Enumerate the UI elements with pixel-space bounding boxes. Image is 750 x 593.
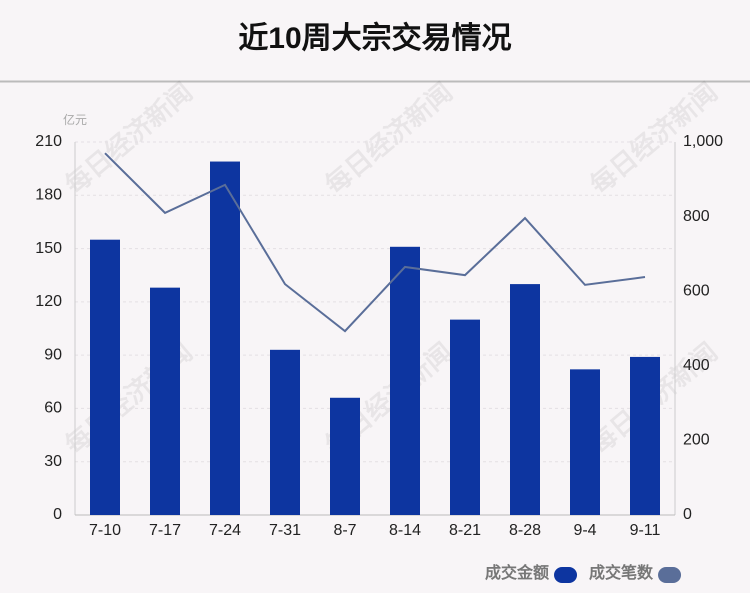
bar	[570, 369, 600, 515]
bar	[330, 397, 360, 515]
bar	[90, 239, 120, 515]
line	[104, 152, 646, 333]
bar	[150, 287, 180, 515]
y2-tick-label: 1,000	[683, 133, 723, 150]
chart-title: 近10周大宗交易情况	[238, 21, 511, 55]
y2-tick-label: 800	[683, 208, 710, 225]
legend-label: 成交笔数	[589, 563, 654, 582]
y-tick-label: 60	[44, 400, 62, 417]
y-tick-label: 120	[35, 293, 62, 310]
bar	[630, 356, 660, 515]
legend-swatch	[658, 567, 682, 583]
bar	[450, 319, 480, 515]
y-tick-label: 180	[35, 187, 62, 204]
y-tick-label: 150	[35, 240, 62, 257]
bar	[210, 161, 240, 516]
legend-label: 成交金额	[485, 563, 549, 582]
x-tick-label: 7-24	[209, 522, 241, 539]
y-tick-label: 210	[35, 133, 62, 150]
x-tick-label: 8-14	[389, 522, 421, 539]
x-tick-label: 8-7	[333, 522, 356, 539]
x-tick-label: 8-28	[509, 522, 541, 539]
y2-tick-label: 200	[683, 432, 710, 449]
y-tick-label: 0	[53, 506, 62, 523]
x-tick-label: 9-11	[630, 522, 661, 539]
x-tick-label: 7-10	[89, 522, 121, 539]
bar	[270, 349, 300, 515]
x-tick-label: 7-17	[149, 522, 181, 539]
y-unit: 亿元	[63, 112, 87, 127]
y-tick-label: 90	[44, 346, 62, 363]
y2-tick-label: 0	[683, 506, 692, 523]
x-tick-label: 9-4	[573, 522, 596, 539]
x-tick-label: 7-31	[269, 522, 301, 539]
y-tick-label: 30	[44, 453, 62, 470]
y2-tick-label: 400	[683, 357, 710, 374]
x-tick-label: 8-21	[449, 522, 481, 539]
bar	[390, 246, 420, 516]
legend-swatch	[554, 567, 578, 583]
y2-tick-label: 600	[683, 282, 710, 299]
bar	[510, 284, 540, 515]
